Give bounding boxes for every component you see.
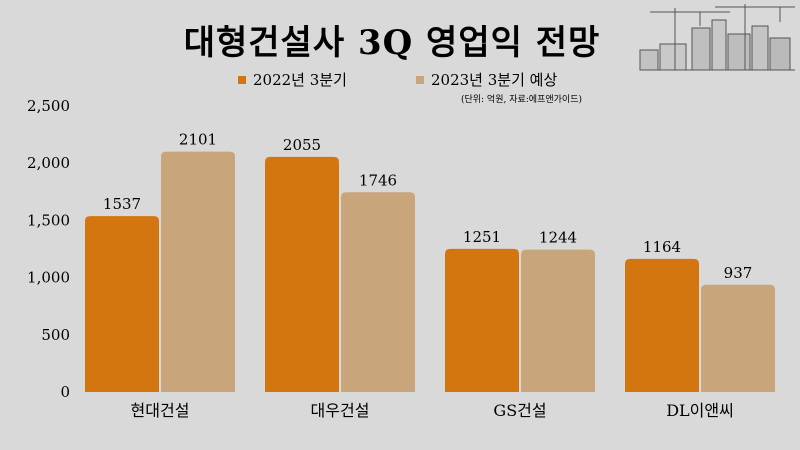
legend-swatch-2023 [416, 76, 424, 84]
legend: 2022년 3분기 2023년 3분기 예상 [238, 71, 557, 89]
bar-2022-1 [265, 156, 339, 392]
building-shape [727, 33, 751, 71]
data-label: 1244 [539, 229, 577, 247]
unit-source-note: (단위: 억원, 자료:에프앤가이드) [461, 93, 582, 105]
data-labels: 1537 2101 2055 1746 1251 1244 1164 937 [103, 131, 752, 282]
data-label: 1164 [643, 238, 681, 256]
y-tick-label: 500 [41, 326, 70, 344]
legend-swatch-2022 [238, 76, 246, 84]
data-label: 937 [724, 264, 753, 282]
y-tick-label: 1,000 [27, 269, 70, 287]
building-shape [711, 19, 727, 71]
building-shape [639, 49, 659, 71]
x-category-label: 대우건설 [311, 401, 370, 420]
bar-2022-3 [625, 258, 699, 392]
data-label: 2055 [283, 136, 321, 154]
legend-label-2023: 2023년 3분기 예상 [431, 71, 557, 89]
bar-2023-3 [701, 284, 775, 392]
x-category-label: 현대건설 [131, 401, 190, 420]
data-label: 1251 [463, 228, 501, 246]
bar-2022-0 [85, 216, 159, 392]
bar-2022-2 [445, 248, 519, 392]
building-shape [751, 25, 769, 71]
x-axis: 현대건설 대우건설 GS건설 DL이앤씨 [131, 401, 734, 420]
y-axis: 0 500 1,000 1,500 2,000 2,500 [27, 97, 70, 401]
bar-2023-2 [521, 249, 595, 392]
data-label: 2101 [179, 131, 217, 149]
y-tick-label: 1,500 [27, 211, 70, 229]
data-label: 1537 [103, 195, 141, 213]
legend-label-2022: 2022년 3분기 [253, 71, 347, 89]
building-shape [691, 27, 711, 71]
x-category-label: GS건설 [493, 401, 546, 420]
chart-title: 대형건설사 3Q 영업익 전망 [184, 23, 601, 63]
y-tick-label: 2,000 [27, 154, 70, 172]
data-label: 1746 [359, 171, 397, 189]
building-shape [769, 37, 791, 71]
y-tick-label: 2,500 [27, 97, 70, 115]
bars [85, 151, 775, 392]
x-category-label: DL이앤씨 [666, 401, 734, 420]
building-shape [659, 43, 687, 71]
bar-2023-1 [341, 192, 415, 392]
construction-skyline-illustration [639, 4, 795, 71]
y-tick-label: 0 [60, 383, 70, 401]
bar-2023-0 [161, 151, 235, 392]
